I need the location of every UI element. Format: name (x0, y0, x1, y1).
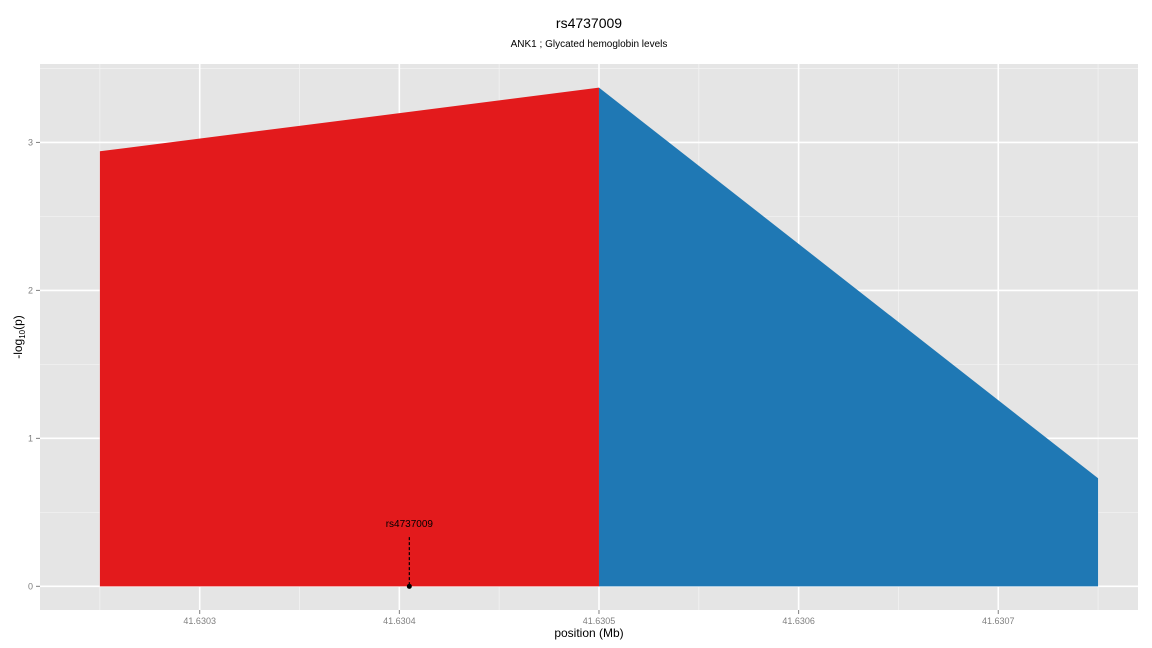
y-axis-label-main: -log (11, 339, 25, 359)
y-tick-label: 1 (28, 433, 33, 443)
x-tick-label: 41.6305 (583, 616, 616, 626)
x-tick-label: 41.6304 (383, 616, 416, 626)
x-tick-label: 41.6303 (183, 616, 216, 626)
y-axis-label-subscript: 10 (18, 329, 27, 338)
y-axis-label-end: (p) (11, 315, 25, 330)
y-axis-ticks: 0 1 2 3 (28, 137, 40, 591)
x-axis-label: position (Mb) (554, 626, 623, 640)
x-tick-label: 41.6307 (982, 616, 1015, 626)
area-series-1 (99, 87, 599, 587)
y-axis-label: -log10(p) (11, 315, 27, 359)
chart-subtitle: ANK1 ; Glycated hemoglobin levels (511, 39, 668, 50)
x-tick-label: 41.6306 (782, 616, 815, 626)
x-axis-ticks: 41.6303 41.6304 41.6305 41.6306 41.6307 (183, 610, 1015, 626)
area-series-2 (598, 87, 1099, 587)
snp-label: rs4737009 (386, 519, 434, 530)
area-series (99, 87, 1099, 587)
y-tick-label: 3 (28, 137, 33, 147)
chart-title: rs4737009 (556, 15, 622, 31)
snp-annotation: rs4737009 (386, 519, 434, 589)
y-tick-label: 0 (28, 581, 33, 591)
y-tick-label: 2 (28, 285, 33, 295)
snp-point (406, 583, 412, 589)
